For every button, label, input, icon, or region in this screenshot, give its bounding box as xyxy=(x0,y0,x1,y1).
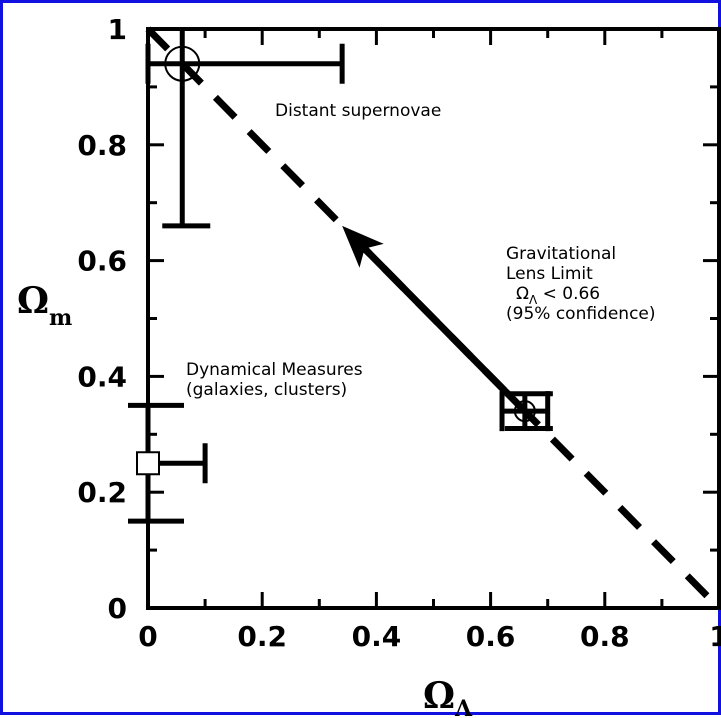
dynamical-measures-label-line: (galaxies, clusters) xyxy=(186,380,347,400)
gravitational-lens-label-rest: < 0.66 xyxy=(537,284,600,304)
y-tick-label: 0.4 xyxy=(77,360,127,393)
x-tick-label: 0.2 xyxy=(237,620,287,653)
y-axis-title: Ωm xyxy=(17,280,72,331)
gravitational-lens-label-line: Lens Limit xyxy=(506,264,593,284)
gravitational-lens-label: Gravitational Lens Limit ΩΛ < 0.66 (95% con… xyxy=(506,244,656,324)
ticks xyxy=(146,27,721,610)
distant-supernovae-marker xyxy=(164,45,201,82)
distant-supernovae-label-line: Distant supernovae xyxy=(275,101,441,121)
x-tick-label: 1 xyxy=(709,620,721,653)
gravitational-lens-label-line: Ω xyxy=(516,284,529,304)
y-tick-label: 0 xyxy=(108,592,127,625)
annotations: Distant supernovae Dynamical Measures (gal… xyxy=(186,101,656,400)
x-axis-title-sub: Λ xyxy=(454,696,473,718)
gravitational-lens-label-sub: Λ xyxy=(529,293,538,307)
gravitational-lens-label-line: (95% confidence) xyxy=(506,304,656,324)
x-axis-title-main: Ω xyxy=(423,675,455,717)
tick-labels: 0 0.2 0.4 0.6 0.8 1 0 0.2 0.4 0.6 0.8 1 xyxy=(77,13,721,653)
x-tick-label: 0.6 xyxy=(466,620,516,653)
y-axis-title-sub: m xyxy=(49,305,72,331)
lens-limit-arrow-head xyxy=(342,225,384,268)
chart: 0 0.2 0.4 0.6 0.8 1 0 0.2 0.4 0.6 0.8 1 Distant sup… xyxy=(17,13,721,718)
gravitational-lens-label-line: Gravitational xyxy=(506,244,616,264)
dynamical-measures-label-line: Dynamical Measures xyxy=(186,360,363,380)
y-tick-label: 0.8 xyxy=(77,129,127,162)
gravitational-lens-marker xyxy=(513,400,536,423)
y-tick-label: 1 xyxy=(108,13,127,46)
y-tick-label: 0.2 xyxy=(77,476,127,509)
y-axis-title-main: Ω xyxy=(17,280,49,322)
dynamical-measures-marker xyxy=(136,451,160,476)
lens-limit-arrow-shaft xyxy=(363,247,528,414)
x-axis-title: ΩΛ xyxy=(423,675,473,718)
dynamical-measures-label: Dynamical Measures (galaxies, clusters) xyxy=(186,360,363,400)
series xyxy=(128,26,721,611)
x-tick-label: 0 xyxy=(138,620,157,653)
distant-supernovae-label: Distant supernovae xyxy=(275,101,441,121)
y-tick-label: 0.6 xyxy=(77,245,127,278)
x-tick-label: 0.4 xyxy=(352,620,402,653)
x-tick-label: 0.8 xyxy=(580,620,630,653)
